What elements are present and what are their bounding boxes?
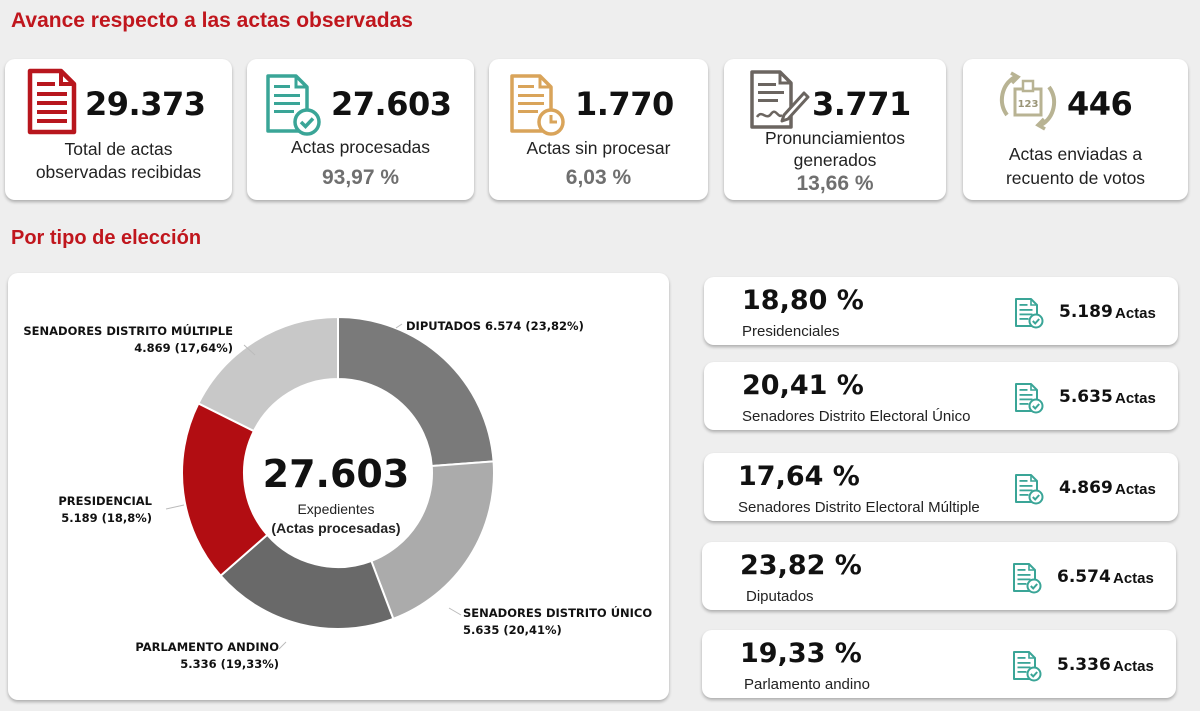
kpi-value: 446 — [1067, 85, 1133, 123]
row-count: 5.336 — [1057, 655, 1111, 675]
kpi-value: 27.603 — [331, 85, 452, 123]
kpi-card-unprocessed: 1.770 Actas sin procesar 6,03 % — [489, 59, 708, 200]
election-row-senadores-unico: 20,41 % Senadores Distrito Electoral Úni… — [704, 362, 1178, 430]
row-percent: 19,33 % — [740, 638, 862, 669]
leader-line-presidencial — [165, 504, 185, 510]
kpi-value: 29.373 — [85, 85, 206, 123]
document-check-icon — [1014, 382, 1044, 419]
slice-label-senadores-multiple-name: SENADORES DISTRITO MÚLTIPLE — [23, 323, 233, 338]
row-name: Parlamento andino — [744, 676, 870, 693]
slice-label-parlamento-value: 5.336 (19,33%) — [180, 657, 279, 671]
svg-text:123: 123 — [1018, 99, 1039, 110]
row-name: Senadores Distrito Electoral Múltiple — [738, 499, 980, 516]
leader-line-senadores-unico — [448, 607, 462, 616]
kpi-percent: 13,66 % — [796, 172, 874, 195]
ballot-box-icon: 123 — [995, 67, 1061, 140]
kpi-value: 3.771 — [812, 85, 911, 123]
document-icon — [25, 68, 79, 141]
row-count: 4.869 — [1059, 478, 1113, 498]
row-name: Diputados — [746, 588, 814, 605]
slice-label-diputados: DIPUTADOS 6.574 (23,82%) — [406, 319, 584, 333]
document-check-icon — [1012, 562, 1042, 599]
document-check-icon — [264, 73, 322, 142]
kpi-label-line1: Actas sin procesar — [526, 138, 671, 158]
kpi-value: 1.770 — [575, 85, 674, 123]
kpi-card-total: 29.373 Total de actas observadas recibid… — [5, 59, 232, 200]
kpi-label-line1: Actas enviadas a — [1008, 144, 1143, 164]
kpi-label-line2: generados — [793, 150, 877, 170]
slice-label-senadores-multiple-value: 4.869 (17,64%) — [134, 341, 233, 355]
document-sign-icon — [748, 69, 810, 136]
row-count: 6.574 — [1057, 567, 1111, 587]
row-unit: Actas — [1115, 390, 1156, 407]
election-row-presidenciales: 18,80 % Presidenciales 5.189 Actas — [704, 277, 1178, 345]
donut-chart: DIPUTADOS 6.574 (23,82%) SENADORES DISTR… — [23, 315, 652, 671]
slice-label-senadores-unico-value: 5.635 (20,41%) — [463, 623, 562, 637]
kpi-card-pronouncements: 3.771 Pronunciamientos generados 13,66 % — [724, 59, 946, 200]
kpi-label-line2: observadas recibidas — [35, 162, 202, 182]
kpi-label-line1: Actas procesadas — [290, 137, 431, 157]
slice-label-presidencial-value: 5.189 (18,8%) — [61, 511, 152, 525]
row-percent: 20,41 % — [742, 370, 864, 401]
kpi-label-line1: Total de actas — [64, 139, 173, 159]
section-title-progress: Avance respecto a las actas observadas — [11, 9, 413, 32]
slice-label-presidencial-name: PRESIDENCIAL — [58, 494, 152, 508]
donut-slice-senadores-distrito-m-ltiple — [197, 315, 339, 433]
election-row-diputados: 23,82 % Diputados 6.574 Actas — [702, 542, 1176, 610]
kpi-label-line1: Pronunciamientos — [764, 128, 906, 148]
slice-label-parlamento-name: PARLAMENTO ANDINO — [135, 640, 279, 654]
kpi-card-recount: 123 446 Actas enviadas a recuento de vot… — [963, 59, 1188, 200]
donut-center-sublabel: (Actas procesadas) — [271, 520, 400, 536]
row-name: Presidenciales — [742, 323, 840, 340]
leader-line-diputados — [395, 323, 403, 329]
document-check-icon — [1012, 650, 1042, 687]
donut-center-label: Expedientes — [297, 501, 374, 517]
leader-line-senadores-multiple — [243, 344, 256, 356]
donut-slice-diputados — [337, 315, 495, 468]
document-check-icon — [1014, 473, 1044, 510]
document-clock-icon — [508, 73, 566, 142]
row-unit: Actas — [1113, 658, 1154, 675]
row-unit: Actas — [1115, 481, 1156, 498]
row-count: 5.189 — [1059, 302, 1113, 322]
slice-label-senadores-unico-name: SENADORES DISTRITO ÚNICO — [463, 605, 652, 620]
row-unit: Actas — [1113, 570, 1154, 587]
row-percent: 23,82 % — [740, 550, 862, 581]
kpi-label-line2: recuento de votos — [1005, 168, 1146, 188]
row-percent: 18,80 % — [742, 285, 864, 316]
kpi-card-processed: 27.603 Actas procesadas 93,97 % — [247, 59, 474, 200]
donut-slice-senadores-distrito-nico — [370, 460, 495, 621]
donut-center-value: 27.603 — [263, 452, 410, 496]
kpi-percent: 6,03 % — [565, 166, 632, 189]
kpi-percent: 93,97 % — [321, 166, 400, 189]
election-row-parlamento: 19,33 % Parlamento andino 5.336 Actas — [702, 630, 1176, 698]
donut-chart-panel: DIPUTADOS 6.574 (23,82%) SENADORES DISTR… — [8, 273, 669, 700]
section-title-by-type: Por tipo de elección — [11, 227, 202, 249]
leader-line-parlamento — [278, 641, 287, 650]
row-name: Senadores Distrito Electoral Único — [742, 408, 971, 425]
row-unit: Actas — [1115, 305, 1156, 322]
election-row-senadores-multiple: 17,64 % Senadores Distrito Electoral Múl… — [704, 453, 1178, 521]
row-percent: 17,64 % — [738, 461, 860, 492]
document-check-icon — [1014, 297, 1044, 334]
row-count: 5.635 — [1059, 387, 1113, 407]
